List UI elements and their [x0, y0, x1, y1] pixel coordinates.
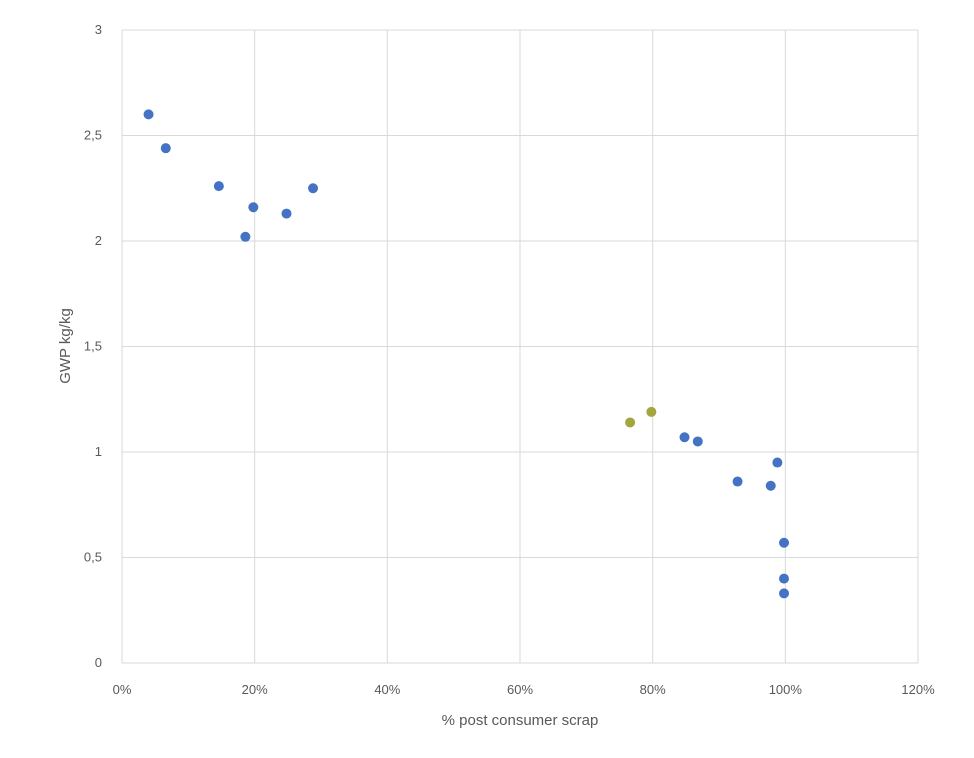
x-tick-label: 20% — [242, 682, 268, 697]
y-tick-label: 0,5 — [84, 550, 102, 565]
data-point — [679, 432, 690, 443]
y-tick-label: 1,5 — [84, 339, 102, 354]
x-tick-label: 80% — [640, 682, 666, 697]
y-tick-label: 0 — [95, 655, 102, 670]
data-point — [160, 143, 171, 154]
data-point — [732, 476, 743, 487]
data-point — [308, 183, 319, 194]
data-point — [143, 109, 154, 120]
x-tick-label: 40% — [374, 682, 400, 697]
x-axis-tick-labels: 0% 20% 40% 60% 80% 100% 120% — [113, 682, 935, 697]
x-axis-title: % post consumer scrap — [442, 712, 599, 729]
y-tick-label: 1 — [95, 444, 102, 459]
data-point — [240, 231, 251, 242]
y-axis-title: GWP kg/kg — [57, 308, 74, 384]
data-point — [213, 181, 224, 192]
data-point — [779, 573, 790, 584]
data-point — [248, 202, 259, 213]
y-axis-tick-labels: 0 0,5 1 1,5 2 2,5 3 — [84, 22, 102, 670]
data-point — [281, 208, 292, 219]
data-point — [646, 406, 657, 417]
gridlines — [121, 29, 919, 664]
data-point — [765, 480, 776, 491]
x-tick-label: 100% — [769, 682, 803, 697]
y-tick-label: 2 — [95, 233, 102, 248]
data-points — [143, 109, 790, 599]
y-tick-label: 2,5 — [84, 128, 102, 143]
x-tick-label: 0% — [113, 682, 132, 697]
y-tick-label: 3 — [95, 22, 102, 37]
data-point — [625, 417, 636, 428]
data-point — [779, 588, 790, 599]
x-tick-label: 60% — [507, 682, 533, 697]
x-tick-label: 120% — [901, 682, 935, 697]
data-point — [779, 537, 790, 548]
data-point — [692, 436, 703, 447]
data-point — [772, 457, 783, 468]
